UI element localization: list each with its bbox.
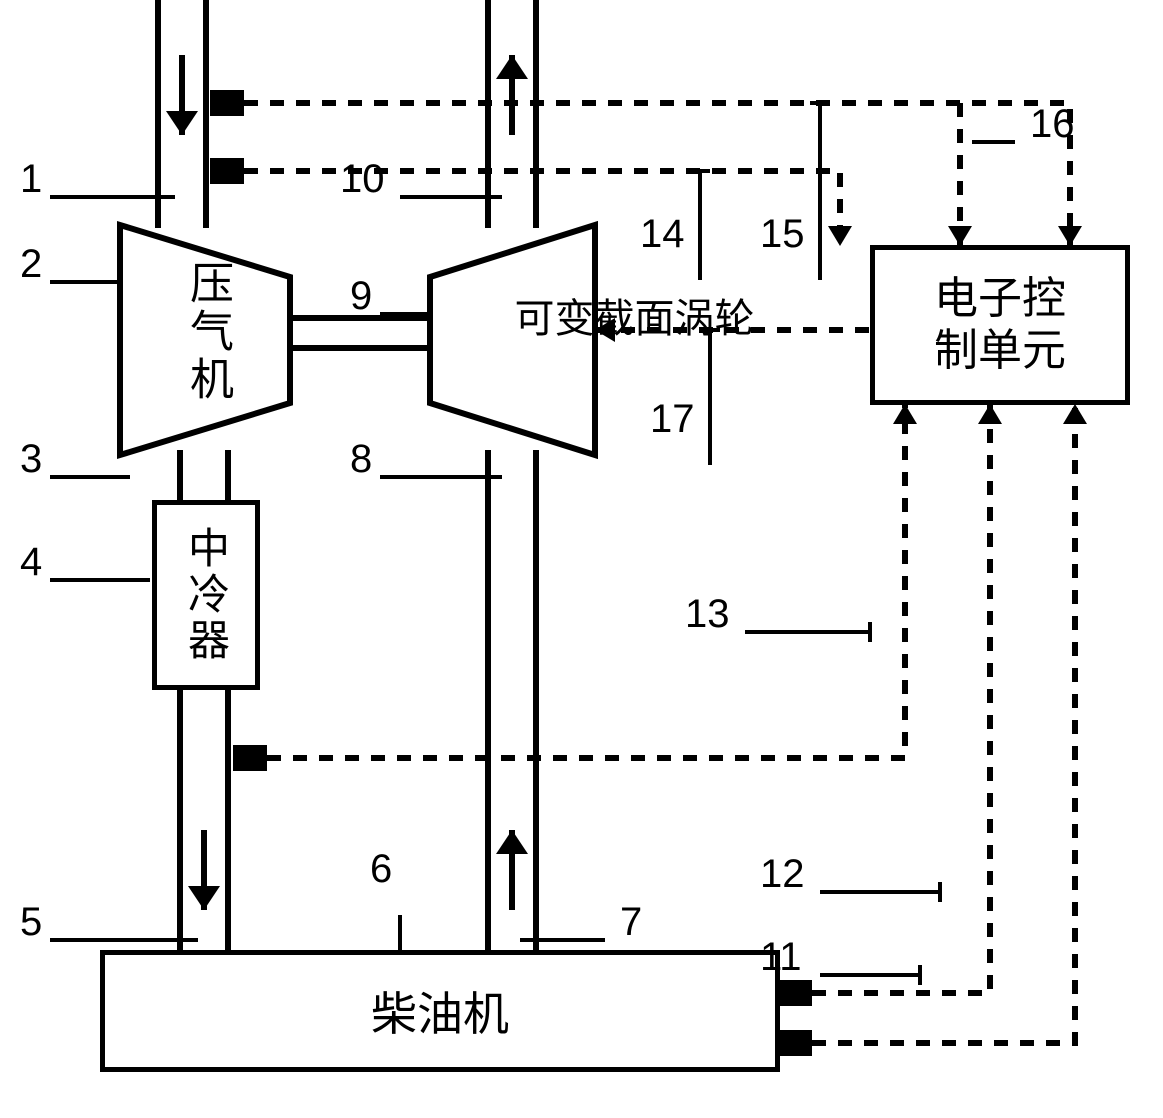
compressor-label: 压气机 [175,260,239,404]
leader-label-2: 2 [20,242,42,287]
leader-label-16: 16 [1030,102,1075,147]
diagram-canvas: 压气机 可变截面涡轮 中冷器 柴油机 电子控 制单元 1234567891011… [0,0,1163,1118]
diesel-box: 柴油机 [100,950,780,1072]
leader-label-3: 3 [20,437,42,482]
leader-label-17: 17 [650,397,695,442]
leader-label-6: 6 [370,847,392,892]
ecu-label: 电子控 制单元 [934,273,1066,377]
diesel-label: 柴油机 [371,978,509,1044]
leader-label-4: 4 [20,540,42,585]
leader-label-14: 14 [640,212,685,257]
intercooler-box: 中冷器 [152,500,260,690]
leader-label-11: 11 [760,935,802,980]
ecu-box: 电子控 制单元 [870,245,1130,405]
leader-label-7: 7 [620,900,642,945]
leader-label-10: 10 [340,157,385,202]
leader-label-9: 9 [350,274,372,319]
leader-label-15: 15 [760,212,805,257]
leader-label-1: 1 [20,157,42,202]
turbine-label: 可变截面涡轮 [470,250,602,388]
leader-label-8: 8 [350,437,372,482]
leader-label-13: 13 [685,592,730,637]
leader-label-5: 5 [20,900,42,945]
leader-label-12: 12 [760,852,805,897]
intercooler-label: 中冷器 [176,526,237,664]
